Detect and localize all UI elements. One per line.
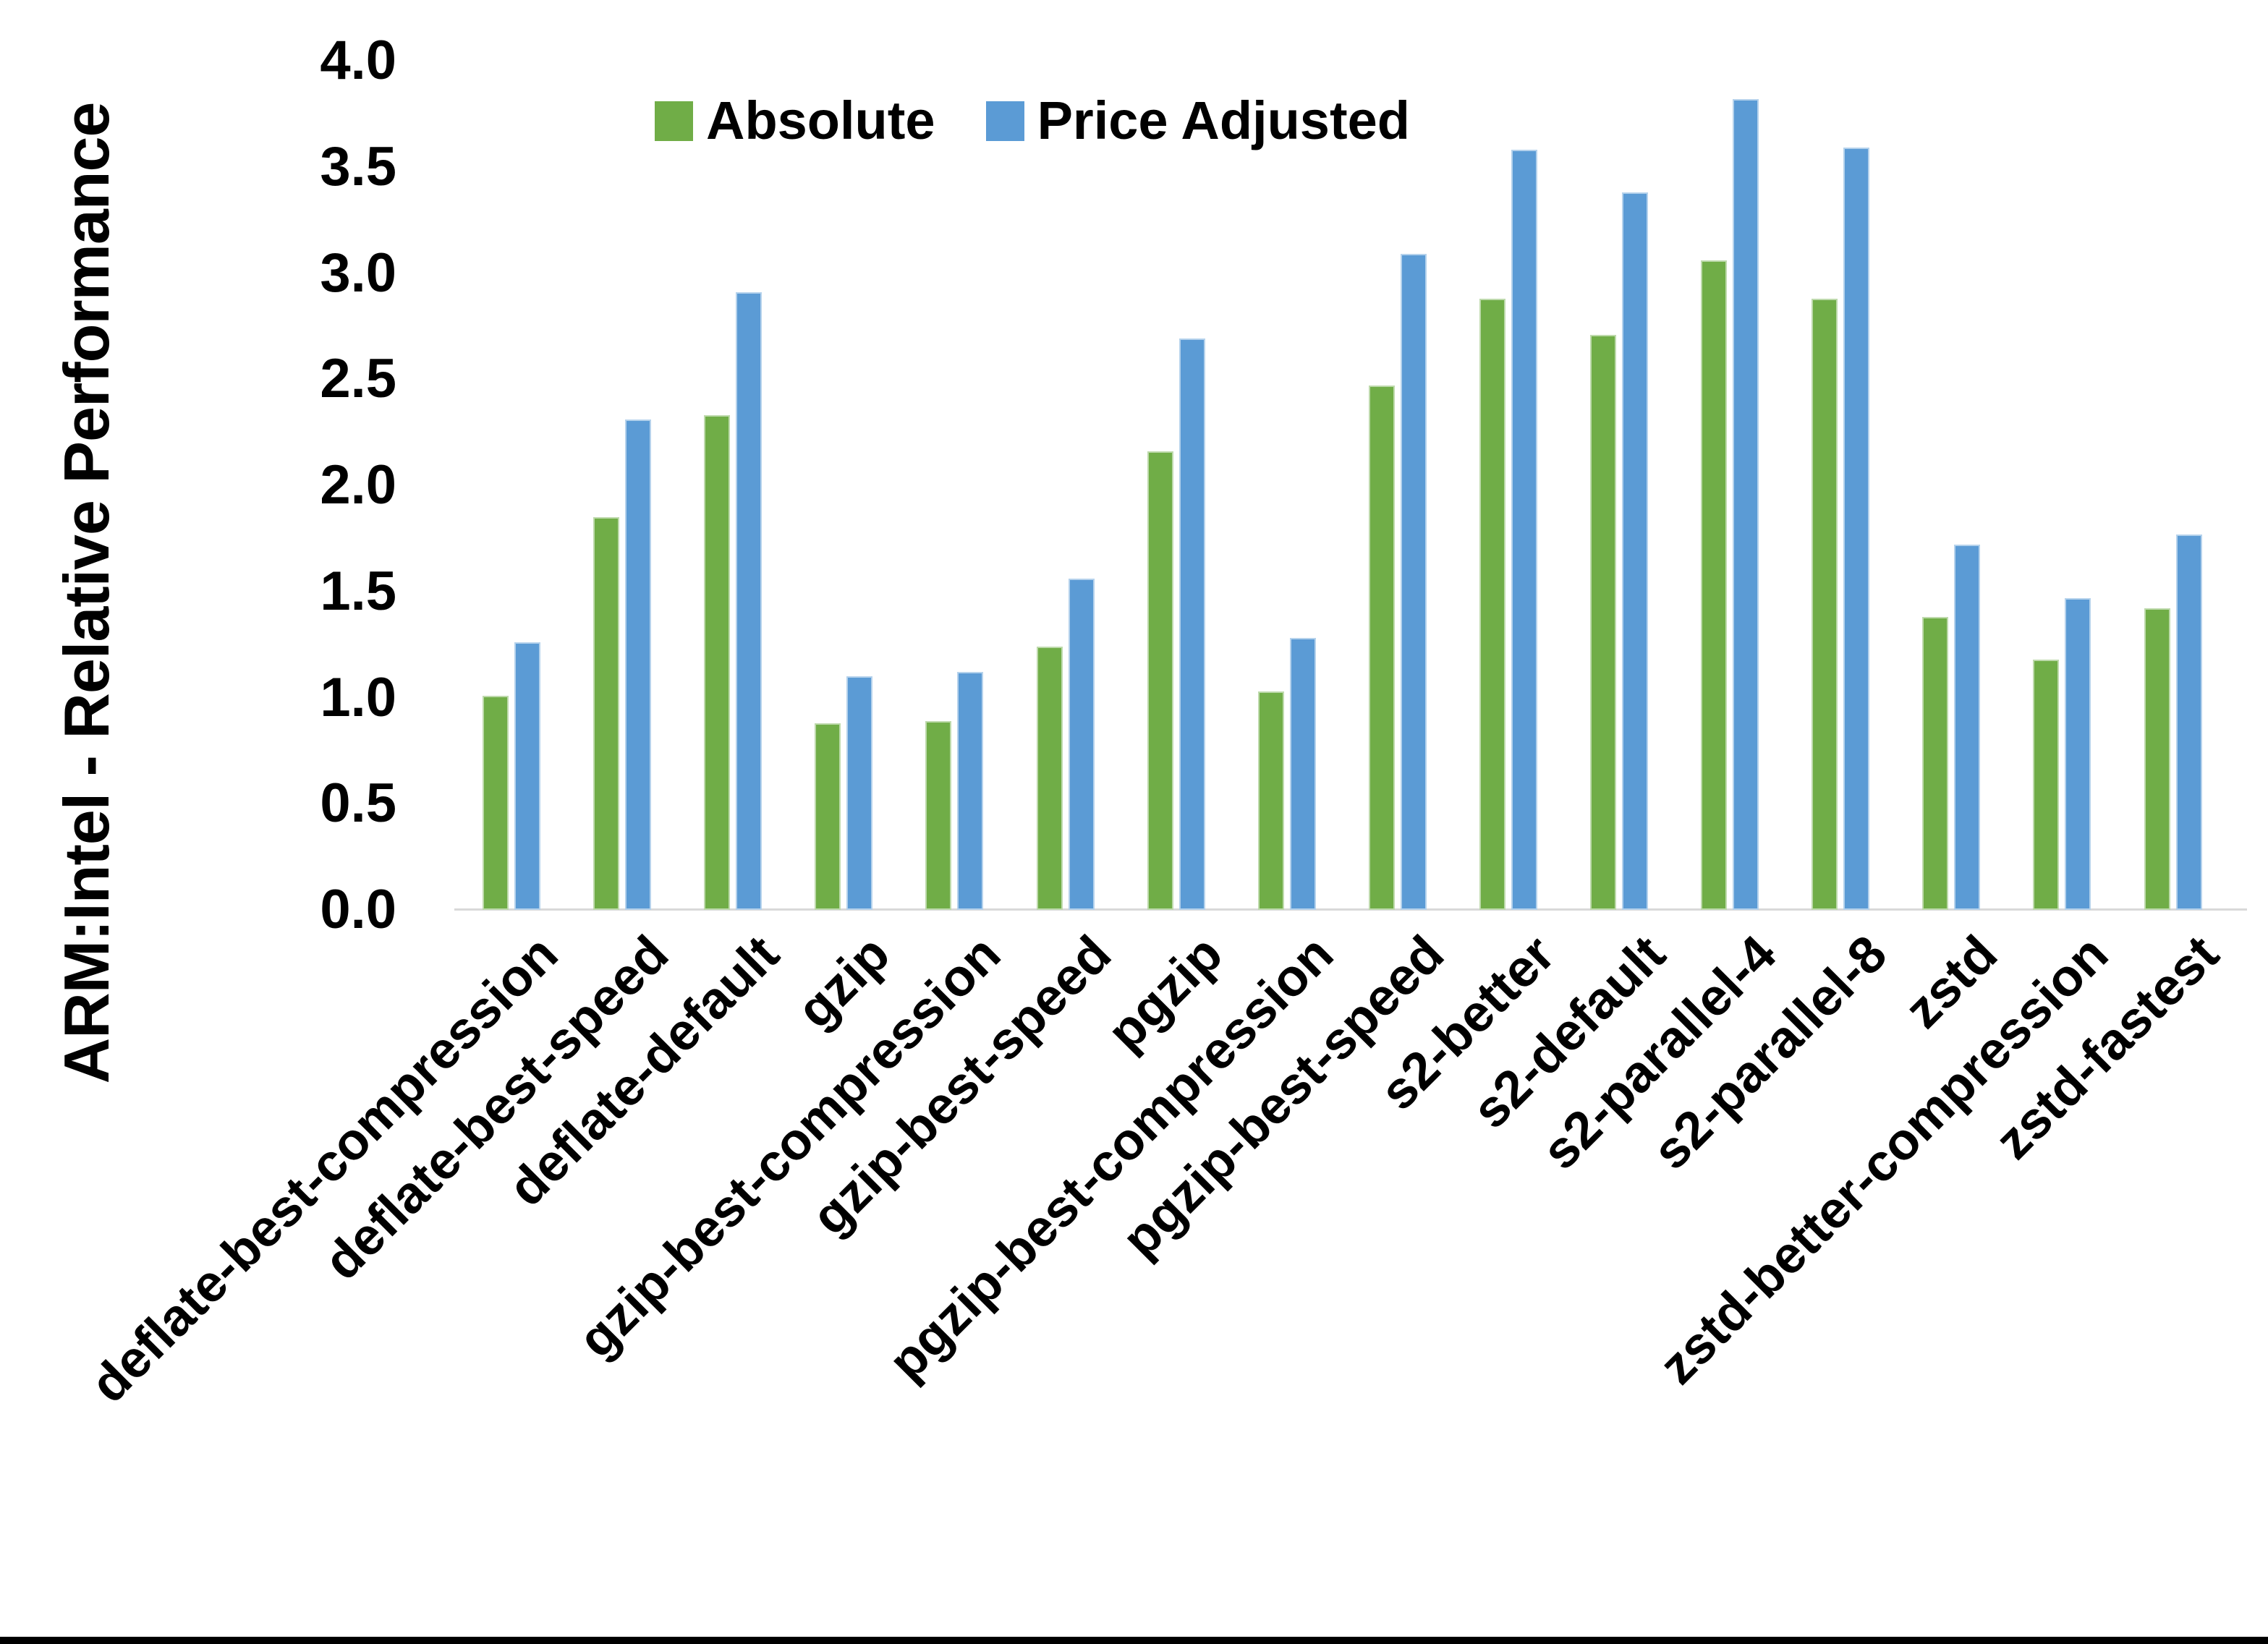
y-tick-label-0.0: 0.0	[320, 879, 396, 940]
legend-swatch-price-adjusted-icon	[985, 101, 1024, 141]
bar-absolute-deflate-best-speed	[593, 517, 620, 910]
bar-price-adjusted-deflate-best-speed	[625, 419, 652, 910]
y-tick-label-3.0: 3.0	[320, 242, 396, 304]
bar-absolute-zstd-fastest	[2144, 608, 2170, 910]
bar-price-adjusted-zstd-better-compression	[2065, 597, 2091, 910]
bar-price-adjusted-deflate-best-compression	[514, 642, 540, 910]
legend: Absolute Price Adjusted	[655, 94, 1410, 148]
x-tick-label-deflate-best-compression: deflate-best-compression	[80, 924, 569, 1414]
y-tick-label-1.5: 1.5	[320, 560, 396, 622]
bar-price-adjusted-s2-parallel-8	[1843, 148, 1870, 910]
legend-swatch-absolute-icon	[655, 101, 693, 141]
bar-absolute-zstd-better-compression	[2033, 659, 2060, 910]
y-axis-title: ARM:Intel - Relative Performance	[51, 102, 122, 1084]
bar-price-adjusted-zstd-fastest	[2175, 534, 2202, 910]
bar-price-adjusted-s2-default	[1622, 192, 1648, 910]
bar-price-adjusted-gzip	[846, 676, 873, 910]
y-tick-label-1.0: 1.0	[320, 666, 396, 728]
legend-label-absolute: Absolute	[706, 90, 935, 150]
legend-item-price-adjusted: Price Adjusted	[985, 90, 1410, 150]
bar-absolute-pgzip-best-compression	[1257, 691, 1284, 910]
bar-absolute-s2-better	[1479, 298, 1505, 910]
bottom-border	[0, 1637, 2268, 1644]
y-tick-label-4.0: 4.0	[320, 30, 396, 91]
bar-absolute-deflate-default	[704, 415, 731, 910]
x-axis-line	[454, 908, 2247, 911]
y-tick-label-2.0: 2.0	[320, 454, 396, 516]
bar-price-adjusted-pgzip	[1178, 338, 1205, 910]
bar-absolute-gzip	[815, 723, 841, 910]
bar-price-adjusted-pgzip-best-speed	[1400, 254, 1427, 910]
y-tick-label-0.5: 0.5	[320, 772, 396, 835]
bar-absolute-gzip-best-speed	[1036, 647, 1063, 910]
legend-label-price-adjusted: Price Adjusted	[1037, 90, 1410, 150]
bar-price-adjusted-s2-parallel-4	[1733, 98, 1759, 910]
bar-absolute-pgzip	[1147, 451, 1173, 910]
bar-absolute-s2-default	[1590, 334, 1616, 910]
bar-absolute-s2-parallel-4	[1701, 260, 1728, 910]
bar-price-adjusted-s2-better	[1511, 150, 1537, 910]
bar-price-adjusted-gzip-best-compression	[957, 672, 984, 910]
y-tick-label-3.5: 3.5	[320, 135, 396, 197]
bar-price-adjusted-pgzip-best-compression	[1289, 638, 1316, 910]
bar-absolute-deflate-best-compression	[483, 695, 509, 910]
bar-absolute-s2-parallel-8	[1812, 298, 1838, 910]
bar-absolute-pgzip-best-speed	[1368, 386, 1395, 910]
bar-absolute-zstd	[1922, 616, 1949, 910]
legend-item-absolute: Absolute	[655, 94, 935, 148]
bar-price-adjusted-gzip-best-speed	[1068, 579, 1095, 910]
bar-price-adjusted-zstd	[1954, 545, 1981, 910]
bar-price-adjusted-deflate-default	[736, 291, 763, 910]
bar-absolute-gzip-best-compression	[925, 720, 952, 910]
y-tick-label-2.5: 2.5	[320, 348, 396, 410]
